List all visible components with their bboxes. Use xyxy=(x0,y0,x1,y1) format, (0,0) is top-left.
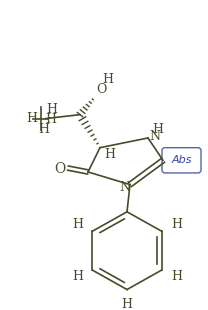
Text: Abs: Abs xyxy=(172,155,192,165)
Text: H: H xyxy=(103,73,114,86)
Text: O: O xyxy=(54,162,66,176)
Text: N: N xyxy=(120,181,130,194)
Text: H: H xyxy=(46,113,57,126)
Text: H: H xyxy=(38,123,50,136)
Text: H: H xyxy=(72,218,83,231)
Text: H: H xyxy=(171,218,182,231)
Text: H: H xyxy=(72,270,83,283)
Text: H: H xyxy=(104,148,115,161)
FancyBboxPatch shape xyxy=(162,148,201,173)
Text: H: H xyxy=(171,270,182,283)
Text: O: O xyxy=(96,83,106,96)
Text: H: H xyxy=(121,298,132,310)
Text: H: H xyxy=(26,112,37,125)
Text: N: N xyxy=(149,130,160,143)
Text: H: H xyxy=(47,103,57,116)
Text: H: H xyxy=(152,123,163,136)
